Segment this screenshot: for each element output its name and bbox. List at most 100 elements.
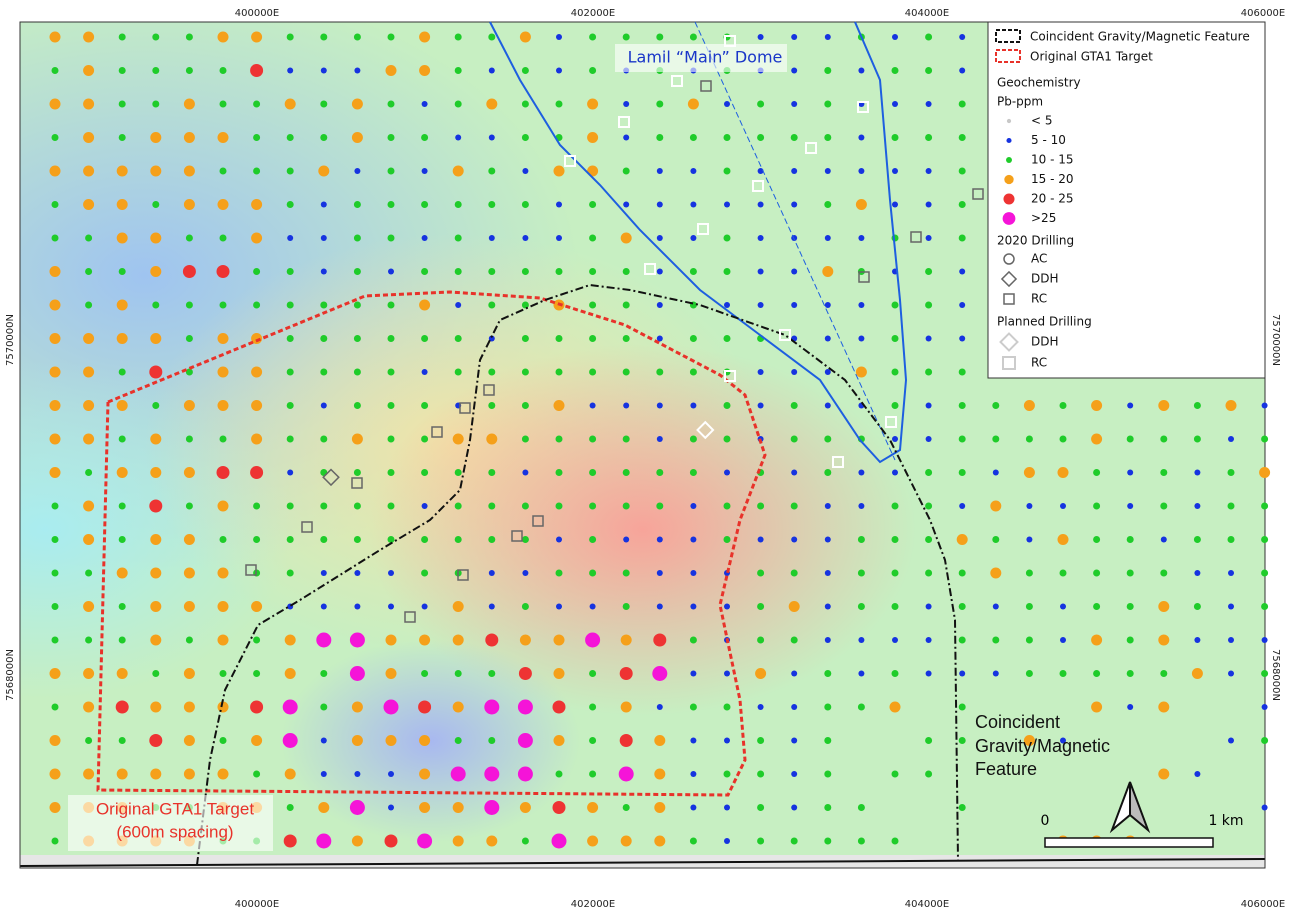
sample-point <box>758 537 764 543</box>
sample-point <box>388 503 395 510</box>
sample-point <box>316 834 331 849</box>
sample-point <box>690 268 697 275</box>
sample-point <box>489 68 495 74</box>
sample-point <box>285 769 296 780</box>
sample-point <box>388 201 395 208</box>
legend-label: 15 - 20 <box>1031 172 1074 186</box>
sample-point <box>455 670 462 677</box>
sample-point <box>354 369 361 376</box>
sample-point <box>589 34 596 41</box>
sample-point <box>858 135 864 141</box>
sample-point <box>455 369 462 376</box>
sample-point <box>83 668 94 679</box>
sample-point <box>520 635 531 646</box>
sample-point <box>589 670 596 677</box>
sample-point <box>220 101 227 108</box>
sample-point <box>892 771 899 778</box>
sample-point <box>556 34 562 40</box>
sample-point <box>654 836 665 847</box>
sample-point <box>623 469 630 476</box>
sample-point <box>488 670 495 677</box>
sample-point <box>589 503 596 510</box>
sample-point <box>1060 637 1066 643</box>
sample-point <box>455 302 461 308</box>
sample-point <box>1160 670 1167 677</box>
sample-point <box>959 570 966 577</box>
sample-point <box>892 168 898 174</box>
sample-point <box>522 503 529 510</box>
sample-point <box>385 835 398 848</box>
sample-point <box>488 737 495 744</box>
sample-point <box>184 166 195 177</box>
sample-point <box>50 367 61 378</box>
sample-point <box>1026 603 1033 610</box>
sample-point <box>455 67 462 74</box>
sample-point <box>1262 403 1268 409</box>
sample-point <box>654 802 665 813</box>
sample-point <box>724 134 731 141</box>
sample-point <box>656 34 663 41</box>
sample-point <box>186 637 193 644</box>
sample-point <box>218 501 229 512</box>
sample-point <box>1093 536 1100 543</box>
sample-point <box>218 333 229 344</box>
legend-label: 20 - 25 <box>1031 192 1074 206</box>
sample-point <box>1060 604 1066 610</box>
sample-point <box>354 503 361 510</box>
sample-point <box>825 537 831 543</box>
sample-point <box>758 369 764 375</box>
sample-point <box>758 34 764 40</box>
sample-point <box>488 536 495 543</box>
sample-point <box>791 805 797 811</box>
sample-point <box>892 503 899 510</box>
sample-point <box>556 369 563 376</box>
sample-point <box>959 737 966 744</box>
sample-point <box>589 570 596 577</box>
sample-point <box>350 800 365 815</box>
sample-point <box>388 235 395 242</box>
sample-point <box>623 34 630 41</box>
sample-point <box>690 436 697 443</box>
sample-point <box>488 302 495 309</box>
sample-point <box>320 302 327 309</box>
sample-point <box>1261 436 1268 443</box>
sample-point <box>657 704 663 710</box>
legend-label: DDH <box>1031 335 1059 349</box>
sample-point <box>117 166 128 177</box>
sample-point <box>724 604 730 610</box>
sample-point <box>287 268 294 275</box>
sample-point <box>1262 805 1268 811</box>
sample-point <box>352 434 363 445</box>
sample-point <box>1026 670 1033 677</box>
sample-point <box>791 68 797 74</box>
sample-point <box>589 737 596 744</box>
sample-point <box>484 800 499 815</box>
sample-point <box>421 134 428 141</box>
sample-point <box>959 603 966 610</box>
sample-point <box>50 32 61 43</box>
sample-point <box>892 134 899 141</box>
sample-point <box>186 302 193 309</box>
sample-point <box>518 700 533 715</box>
sample-point <box>422 168 428 174</box>
sample-point <box>791 738 797 744</box>
sample-point <box>455 101 462 108</box>
sample-point <box>287 34 294 41</box>
sample-point <box>892 335 899 342</box>
sample-point <box>724 805 730 811</box>
sample-point <box>486 434 497 445</box>
sample-point <box>320 670 327 677</box>
sample-point <box>318 166 329 177</box>
legend-label: RC <box>1031 292 1047 306</box>
sample-point <box>422 503 428 509</box>
sample-point <box>485 634 498 647</box>
sample-point <box>117 668 128 679</box>
sample-point <box>522 335 529 342</box>
sample-point <box>1261 503 1268 510</box>
gta1-label: Original GTA1 Target <box>96 799 254 818</box>
sample-point <box>926 168 932 174</box>
sample-point <box>220 235 227 242</box>
sample-point <box>384 700 399 715</box>
sample-point <box>184 735 195 746</box>
sample-point <box>455 536 462 543</box>
